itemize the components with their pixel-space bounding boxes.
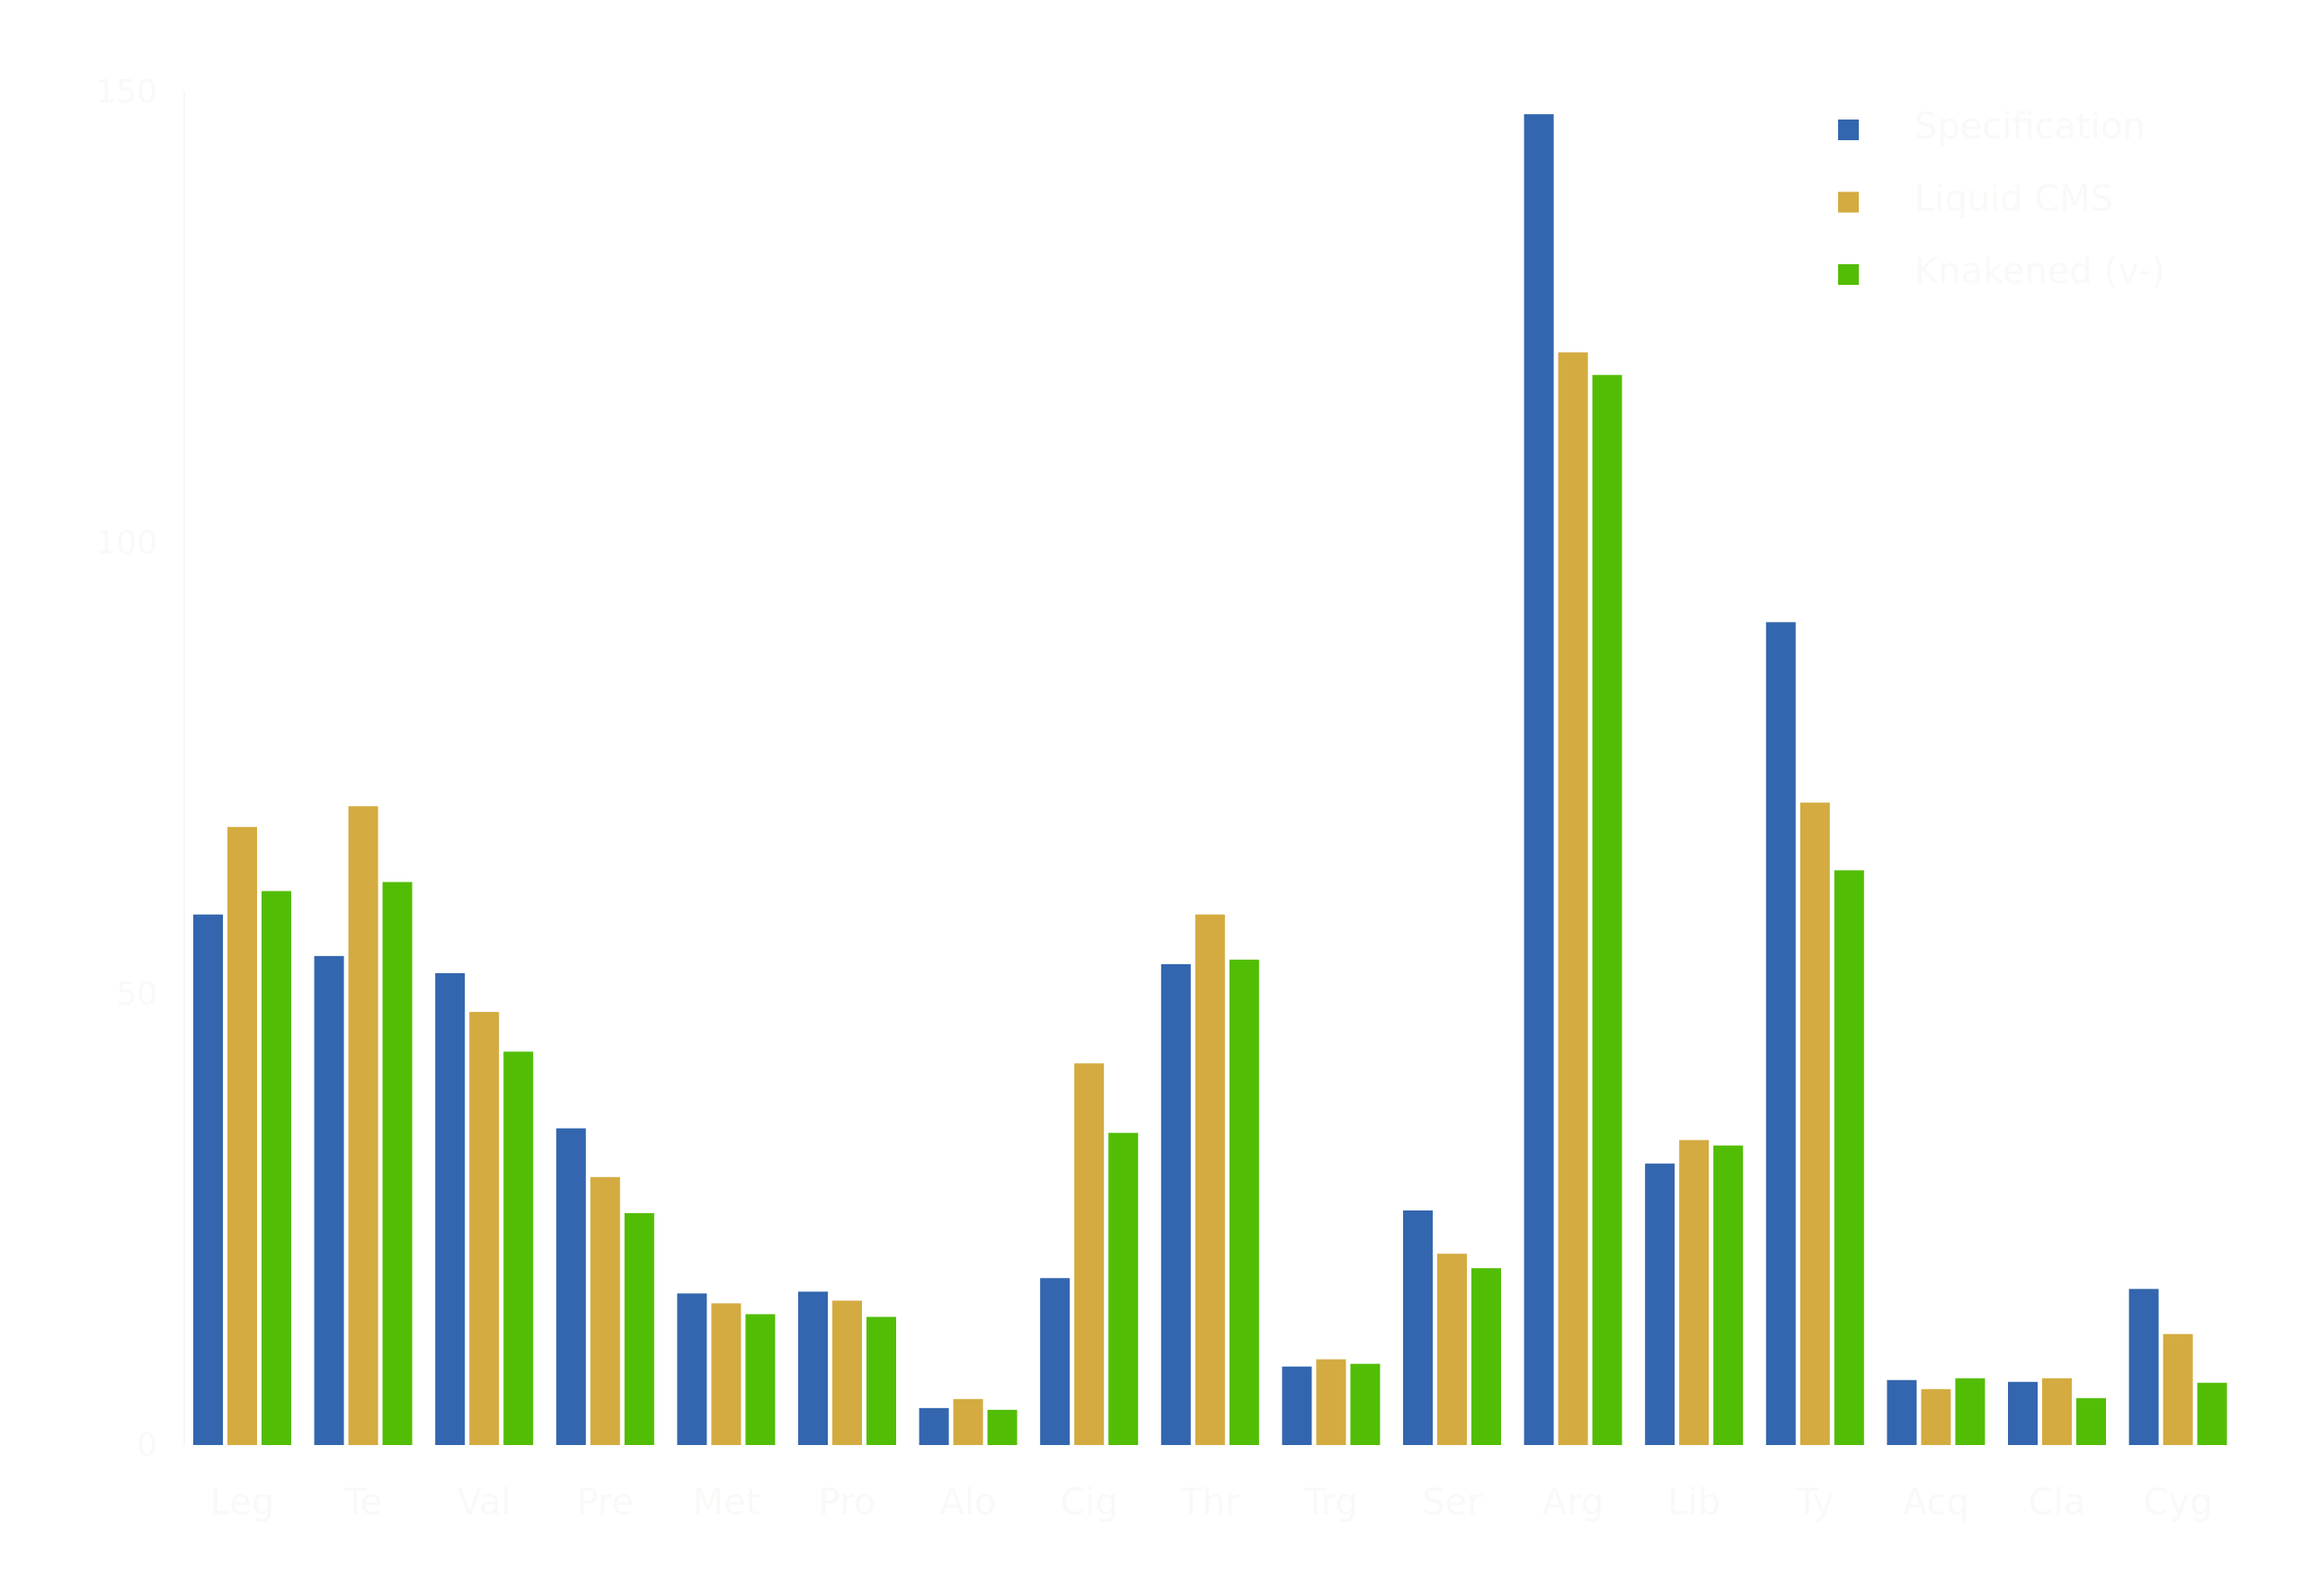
legend-swatch [1838,120,1859,140]
bar-alo-series-3 [987,1409,1017,1445]
bar-thr-series-3 [1229,959,1259,1445]
x-tick-labels: Leg Te Val Pre Met Pro Alo Cig Thr Trg Ser Arg Lib Ty… [210,1482,2213,1523]
bar-arg-series-3 [1592,375,1622,1446]
bar-val-series-1 [435,972,466,1445]
x-tick-label: Cyg [2144,1482,2213,1523]
x-tick-label: Trg [1303,1482,1358,1523]
legend-label: Knakened (v-) [1915,251,2165,292]
x-tick-label: Ser [1422,1482,1482,1523]
bar-val-series-3 [503,1051,534,1445]
bar-trg-series-3 [1350,1363,1381,1445]
y-tick-labels: 0 50 100 150 [95,74,157,1464]
bar-ty-series-3 [1834,870,1864,1445]
bar-cyg-series-2 [2163,1334,2193,1445]
x-tick-label: Val [458,1482,511,1523]
bar-thr-series-2 [1195,914,1225,1445]
bar-pre-series-1 [555,1128,586,1445]
bar-leg-series-1 [193,914,223,1445]
bar-cig-series-3 [1108,1132,1139,1445]
legend: Specification Liquid CMS Knakened (v-) [1838,106,2165,292]
bar-cyg-series-3 [2197,1382,2227,1445]
bar-arg-series-2 [1558,352,1588,1445]
bar-cig-series-2 [1074,1063,1105,1445]
legend-swatch [1838,264,1859,285]
bar-ser-series-3 [1471,1268,1501,1445]
bar-alo-series-2 [953,1398,983,1445]
bar-te-series-1 [314,955,344,1445]
legend-label: Liquid CMS [1915,179,2113,220]
bar-cla-series-3 [2076,1397,2106,1445]
bar-pro-series-3 [866,1317,896,1445]
bar-lib-series-3 [1713,1145,1744,1445]
legend-label: Specification [1915,106,2146,147]
bar-ty-series-2 [1799,802,1830,1445]
x-tick-label: Ty [1795,1482,1834,1523]
bar-acq-series-2 [1921,1388,1951,1445]
bar-val-series-2 [469,1012,500,1445]
x-tick-label: Met [692,1482,760,1523]
bar-met-series-1 [677,1293,707,1445]
bar-cyg-series-1 [2128,1289,2159,1445]
bar-ser-series-1 [1403,1210,1433,1445]
x-tick-label: Leg [210,1482,275,1523]
bar-te-series-3 [382,882,413,1445]
x-tick-label: Te [343,1482,382,1523]
x-tick-label: Acq [1903,1482,1969,1523]
bar-trg-series-2 [1316,1359,1346,1445]
bar-arg-series-1 [1524,114,1554,1446]
x-tick-label: Pro [819,1482,875,1523]
bar-trg-series-1 [1282,1366,1312,1445]
bar-alo-series-1 [919,1407,949,1445]
bar-cig-series-1 [1040,1278,1071,1445]
bar-met-series-3 [745,1314,776,1445]
bar-cla-series-1 [2008,1381,2038,1445]
bar-lib-series-1 [1645,1163,1675,1445]
bar-pre-series-2 [590,1176,620,1445]
x-tick-label: Cig [1060,1482,1117,1523]
x-tick-label: Arg [1542,1482,1604,1523]
bar-lib-series-2 [1679,1139,1710,1445]
x-tick-label: Cla [2029,1482,2086,1523]
bar-leg-series-3 [262,891,291,1445]
x-tick-label: Thr [1179,1482,1240,1523]
bar-met-series-2 [711,1303,742,1445]
bar-pro-series-1 [798,1291,828,1445]
legend-swatch [1838,191,1859,213]
bar-acq-series-1 [1887,1379,1917,1445]
bar-acq-series-3 [1955,1378,1986,1445]
y-tick-label: 100 [95,525,157,562]
y-tick-label: 50 [116,976,157,1013]
x-tick-label: Alo [940,1482,997,1523]
bar-pre-series-3 [624,1212,654,1445]
bar-ty-series-1 [1765,622,1796,1445]
bar-thr-series-1 [1160,963,1191,1445]
bar-pro-series-2 [832,1300,862,1445]
bar-cla-series-2 [2042,1378,2072,1445]
y-tick-label: 150 [95,74,157,111]
x-tick-label: Pre [577,1482,635,1523]
bars [193,114,2227,1446]
bar-leg-series-2 [227,827,257,1445]
bar-ser-series-2 [1437,1254,1467,1445]
y-tick-label: 0 [137,1427,157,1464]
x-tick-label: Lib [1667,1482,1720,1523]
bar-te-series-2 [348,806,378,1445]
